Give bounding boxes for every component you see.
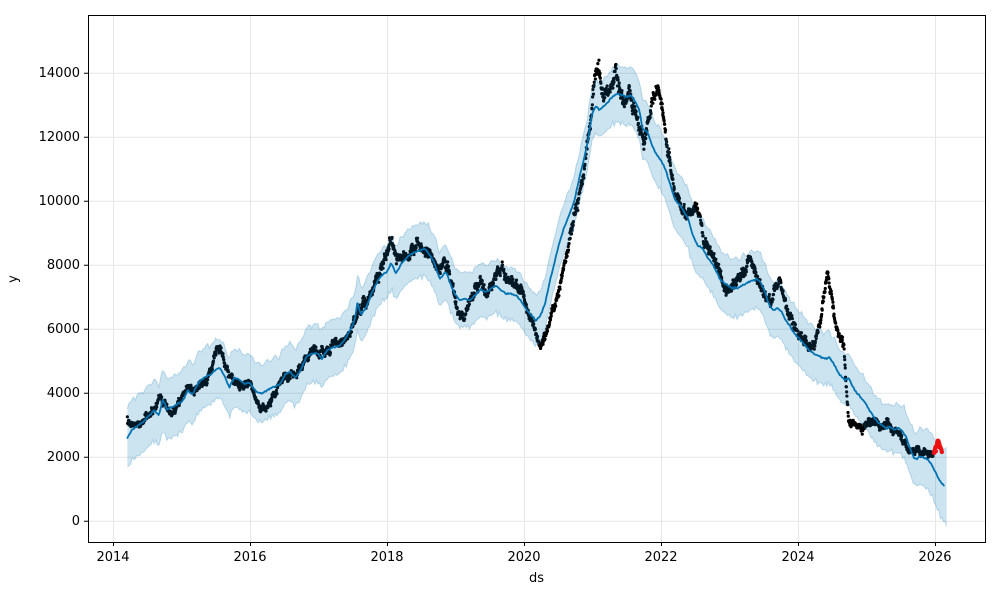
y-tick-label: 4000 xyxy=(46,385,80,401)
y-axis-label: y xyxy=(6,275,21,283)
y-tick-label: 6000 xyxy=(46,321,80,337)
x-axis-label: ds xyxy=(528,571,545,586)
x-tick-label: 2024 xyxy=(781,550,815,565)
y-tick-label: 10000 xyxy=(38,193,80,209)
x-tick-label: 2020 xyxy=(507,550,541,565)
x-tick-label: 2016 xyxy=(233,550,267,565)
x-tick-label: 2018 xyxy=(370,550,404,565)
y-tick-label: 2000 xyxy=(46,449,80,465)
y-tick-label: 0 xyxy=(71,513,80,529)
x-tick-label: 2026 xyxy=(918,550,952,565)
x-tick-label: 2014 xyxy=(96,550,130,565)
x-tick-label: 2022 xyxy=(644,550,678,565)
y-tick-label: 14000 xyxy=(38,65,80,81)
y-tick-label: 12000 xyxy=(38,129,80,145)
y-tick-label: 8000 xyxy=(46,257,80,273)
